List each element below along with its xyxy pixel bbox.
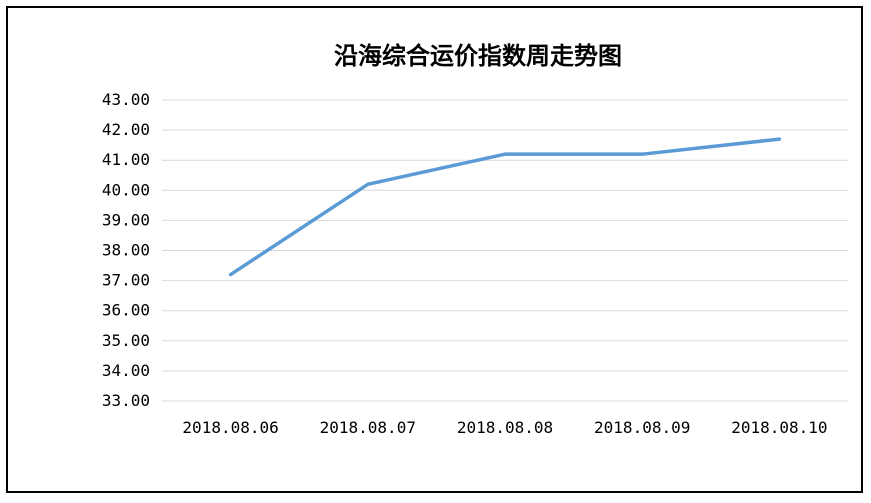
y-tick-label: 33.00 (102, 391, 150, 410)
x-tick-label: 2018.08.07 (320, 418, 416, 437)
y-tick-label: 34.00 (102, 361, 150, 380)
x-axis-ticks: 2018.08.06 2018.08.07 2018.08.08 2018.08.09… (182, 418, 827, 437)
y-tick-label: 40.00 (102, 180, 150, 199)
y-tick-label: 35.00 (102, 331, 150, 350)
y-tick-label: 42.00 (102, 120, 150, 139)
y-tick-label: 39.00 (102, 210, 150, 229)
chart-title: 沿海综合运价指数周走势图 (334, 42, 622, 70)
series-group (228, 137, 782, 277)
data-point (366, 182, 370, 186)
data-point (777, 137, 781, 141)
y-axis-ticks: 33.00 34.00 35.00 36.00 37.00 38.00 39.00 40.00… (102, 90, 150, 410)
series-line (228, 137, 782, 277)
x-tick-label: 2018.08.10 (731, 418, 827, 437)
x-tick-label: 2018.08.08 (457, 418, 553, 437)
y-tick-label: 38.00 (102, 241, 150, 260)
chart-frame (6, 6, 863, 493)
data-point (229, 273, 233, 277)
y-tick-label: 43.00 (102, 90, 150, 109)
data-point (640, 152, 644, 156)
x-tick-label: 2018.08.06 (182, 418, 278, 437)
y-tick-label: 41.00 (102, 150, 150, 169)
x-tick-label: 2018.08.09 (594, 418, 690, 437)
y-tick-label: 36.00 (102, 301, 150, 320)
y-tick-label: 37.00 (102, 271, 150, 290)
gridlines (162, 99, 848, 402)
data-point (503, 152, 507, 156)
